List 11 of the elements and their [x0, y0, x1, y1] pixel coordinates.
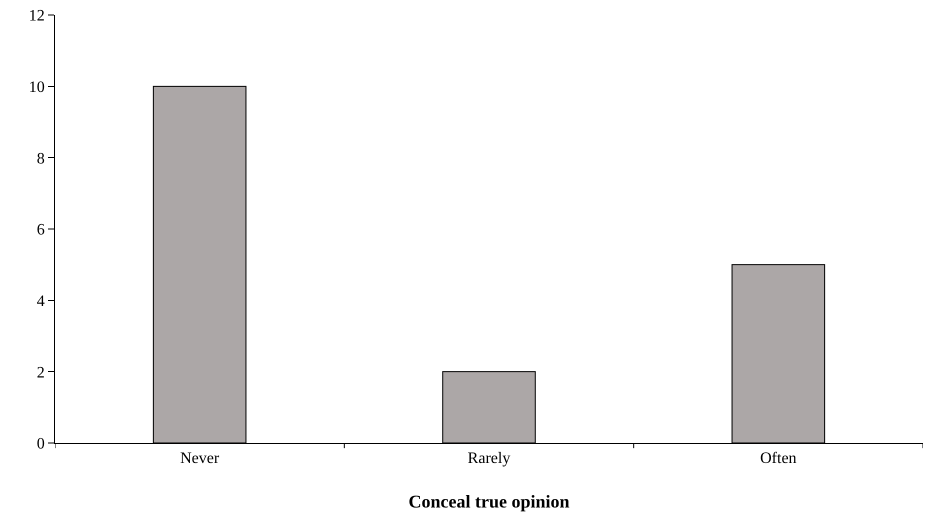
x-axis-title: Conceal true opinion	[408, 491, 570, 512]
x-tick-label: Never	[180, 450, 220, 468]
y-tick-label: 6	[36, 222, 45, 239]
y-tick-label: 0	[36, 436, 45, 453]
x-tick-label: Often	[760, 450, 797, 468]
y-tick-label: 8	[36, 150, 45, 168]
y-tick-label: 12	[28, 8, 45, 25]
y-tick-label: 10	[28, 78, 45, 96]
x-tick-label: Rarely	[468, 450, 510, 468]
y-tick-label: 2	[36, 364, 45, 382]
y-tick-label: 4	[36, 292, 45, 310]
